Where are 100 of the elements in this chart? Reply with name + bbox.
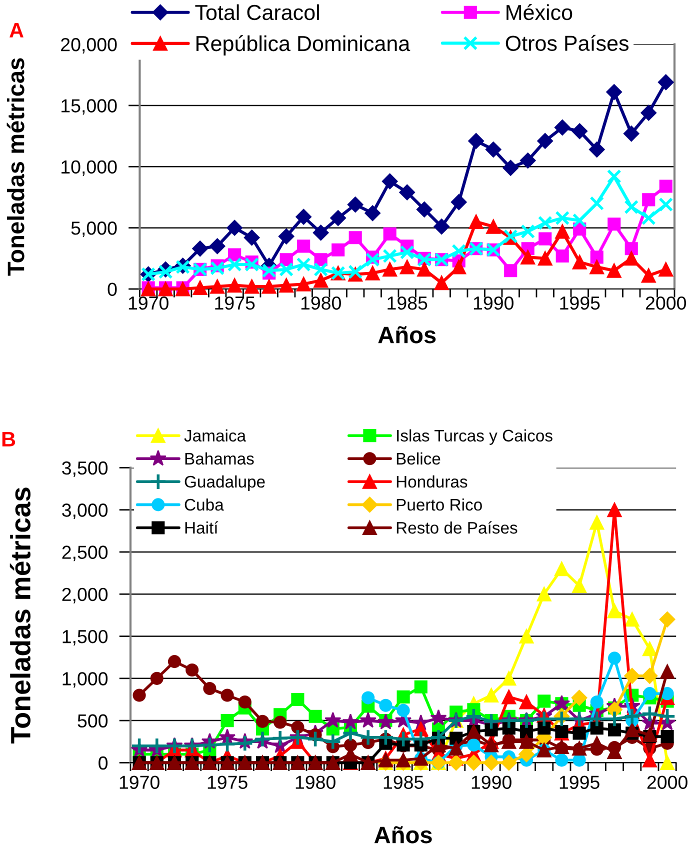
- x-tick-label: 1990: [472, 776, 512, 789]
- point: [553, 710, 570, 728]
- point: [538, 722, 551, 735]
- point: [278, 228, 294, 244]
- point: [450, 194, 467, 210]
- point: [538, 694, 551, 708]
- y-axis-title: Toneladas métricas: [6, 58, 24, 276]
- y-tick-label: 0: [108, 282, 117, 296]
- point: [359, 728, 377, 746]
- point: [348, 231, 362, 244]
- point: [306, 730, 324, 748]
- point: [201, 736, 218, 754]
- point: [296, 276, 311, 292]
- point: [590, 695, 604, 709]
- point: [383, 227, 396, 240]
- point: [658, 262, 674, 277]
- point: [400, 260, 414, 274]
- point: [365, 266, 380, 280]
- point: [262, 279, 276, 294]
- point: [519, 629, 534, 644]
- legend-label: Haití: [185, 521, 218, 534]
- point: [502, 671, 516, 686]
- x-tick-label: 2000: [646, 296, 686, 310]
- point: [186, 663, 199, 677]
- point: [365, 252, 380, 267]
- point: [504, 264, 518, 278]
- point: [608, 652, 622, 665]
- legend-label: Honduras: [396, 475, 468, 488]
- point: [538, 232, 552, 246]
- point: [606, 263, 622, 278]
- point: [590, 736, 604, 751]
- point: [412, 730, 430, 748]
- point: [519, 734, 534, 749]
- point: [236, 734, 254, 752]
- point: [658, 708, 676, 726]
- point: [624, 200, 639, 214]
- point: [642, 193, 656, 206]
- y-tick-label: 0: [98, 756, 108, 770]
- point: [168, 655, 182, 668]
- point: [588, 142, 605, 158]
- point: [520, 152, 536, 168]
- x-axis-title: Años: [374, 826, 432, 844]
- point: [227, 257, 242, 272]
- point: [486, 219, 501, 234]
- x-tick-label: 1985: [384, 776, 424, 789]
- point: [416, 202, 432, 218]
- point: [520, 224, 536, 239]
- chart-title: B: [2, 432, 16, 446]
- point: [220, 714, 234, 728]
- point: [641, 705, 658, 722]
- point: [324, 712, 342, 728]
- point: [209, 238, 226, 254]
- point: [262, 263, 276, 278]
- point: [228, 248, 242, 262]
- x-tick-label: 1995: [560, 296, 600, 310]
- x-tick-label: 1970: [120, 776, 160, 789]
- point: [538, 251, 552, 266]
- point: [192, 280, 208, 296]
- legend-label: Islas Turcas y Caicos: [397, 429, 552, 445]
- x-tick-label: 1975: [215, 296, 255, 310]
- point: [623, 126, 640, 142]
- point: [377, 728, 394, 746]
- point: [572, 123, 588, 140]
- point: [520, 250, 536, 264]
- point: [296, 257, 311, 272]
- point: [314, 273, 328, 288]
- point: [607, 502, 622, 518]
- point: [414, 680, 428, 694]
- point: [535, 710, 553, 728]
- point: [210, 260, 225, 276]
- point: [430, 709, 447, 726]
- point: [468, 133, 484, 149]
- point: [244, 279, 260, 294]
- point: [450, 732, 463, 745]
- x-tick-label: 1970: [128, 296, 168, 310]
- point: [382, 248, 398, 264]
- point: [271, 730, 289, 747]
- point: [660, 730, 674, 744]
- point: [296, 208, 312, 225]
- point: [400, 245, 414, 260]
- y-tick-label: 20,000: [61, 38, 117, 54]
- legend-label: Cuba: [184, 498, 224, 511]
- chart-title: A: [10, 23, 24, 38]
- point: [291, 720, 304, 734]
- point: [279, 278, 294, 293]
- point: [342, 714, 359, 730]
- point: [483, 754, 500, 771]
- point: [244, 257, 260, 272]
- point: [342, 724, 360, 742]
- point: [466, 754, 482, 771]
- point: [256, 714, 270, 728]
- point: [150, 672, 164, 685]
- point: [554, 562, 569, 576]
- y-tick-label: 500: [78, 714, 108, 728]
- point: [484, 688, 499, 703]
- point: [556, 249, 569, 262]
- point: [624, 722, 640, 738]
- point: [572, 726, 586, 740]
- point: [226, 220, 242, 236]
- point: [590, 196, 604, 211]
